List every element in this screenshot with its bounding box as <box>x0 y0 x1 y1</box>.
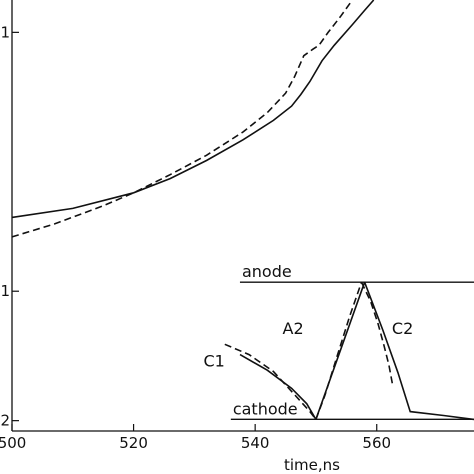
cathode-label: cathode <box>233 399 298 418</box>
series-c1-solid-line <box>239 353 317 420</box>
series-dashed-line <box>11 0 354 238</box>
y-tick-label: 1 <box>0 23 10 41</box>
x-tick-label: 560 <box>362 434 391 452</box>
anode-label: anode <box>242 262 292 281</box>
series-a2-solid-line <box>315 281 366 420</box>
annotation-c2: C2 <box>392 319 413 338</box>
series-c2-dashed-line <box>360 281 394 385</box>
reference-lines: anode cathode <box>230 262 474 421</box>
x-axis-label: time,ns <box>284 456 340 474</box>
annotation-c1: C1 <box>203 351 224 370</box>
series-c2-solid-line <box>363 281 474 421</box>
series-a2-dashed-line <box>315 281 363 420</box>
x-tick-label: 520 <box>119 434 148 452</box>
series-group <box>11 0 474 421</box>
y-tick-label: -2 <box>0 412 10 430</box>
series-c1-dashed-line <box>224 343 317 420</box>
series-solid-line <box>11 0 375 219</box>
annotations: A2 C2 C1 <box>203 319 413 370</box>
x-tick-label: 540 <box>241 434 270 452</box>
annotation-a2: A2 <box>283 319 304 338</box>
x-tick-label: 500 <box>0 434 26 452</box>
y-tick-label: -1 <box>0 282 10 300</box>
